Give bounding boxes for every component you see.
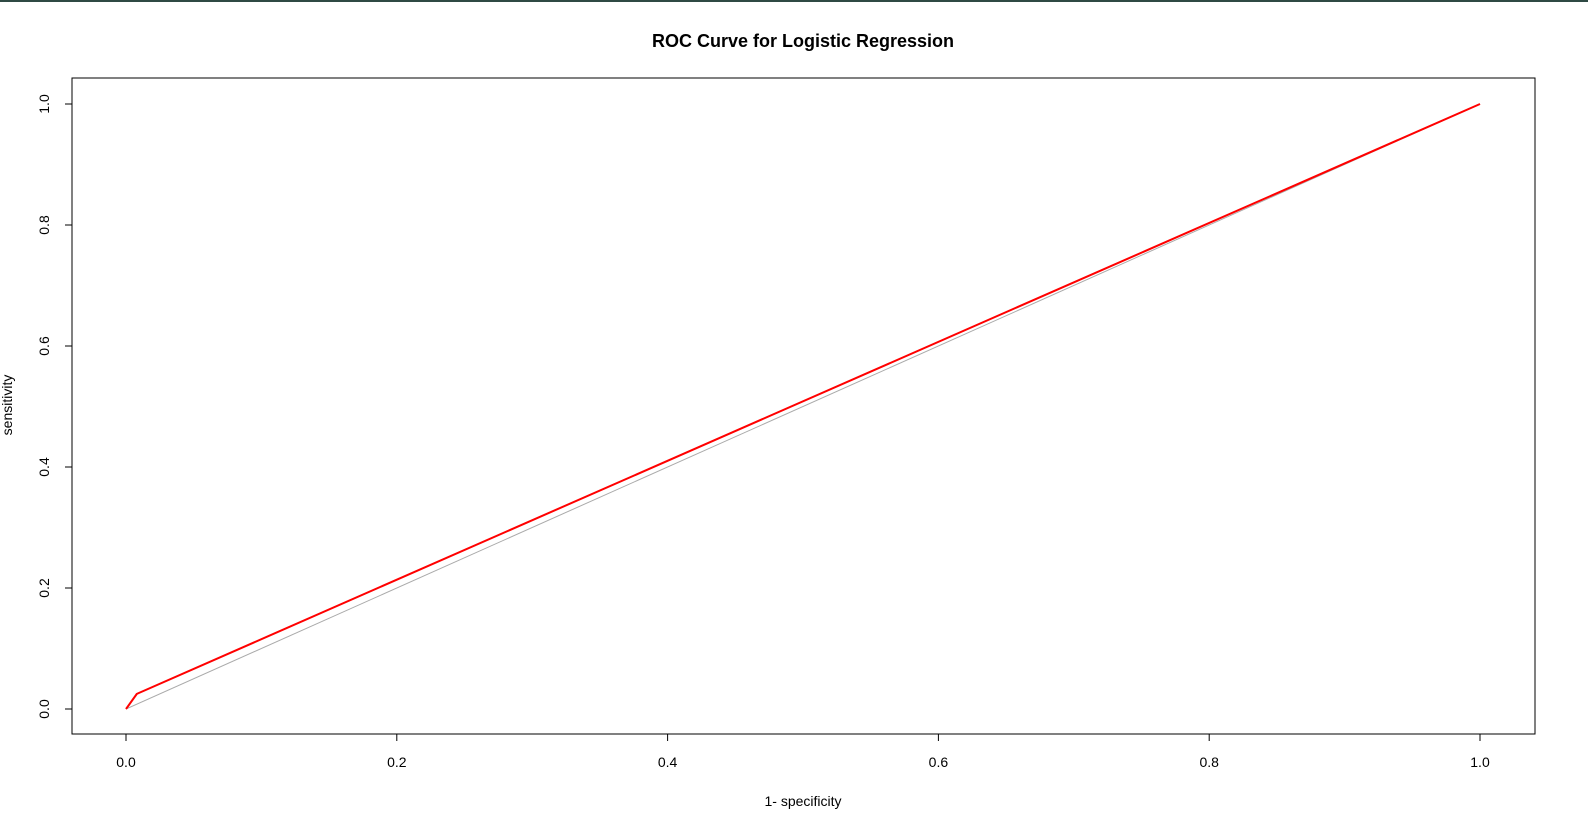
- x-tick-label: 0.0: [116, 754, 136, 770]
- reference-diagonal-line: [125, 103, 1481, 710]
- x-axis-title: 1- specificity: [764, 793, 841, 809]
- y-axis: 0.0 0.2 0.4 0.6 0.8 1.0: [36, 94, 73, 719]
- chart-title: ROC Curve for Logistic Regression: [652, 31, 954, 51]
- x-tick-label: 0.2: [387, 754, 407, 770]
- x-tick-label: 0.8: [1199, 754, 1219, 770]
- y-tick-label: 0.8: [36, 215, 52, 235]
- x-tick-label: 0.6: [929, 754, 949, 770]
- y-tick-label: 0.0: [36, 699, 52, 719]
- y-tick-label: 0.6: [36, 336, 52, 356]
- y-tick-label: 1.0: [36, 94, 52, 114]
- x-tick-label: 1.0: [1470, 754, 1490, 770]
- y-tick-label: 0.4: [36, 457, 52, 477]
- series-layer: [125, 103, 1481, 710]
- roc-curve-line: [125, 103, 1481, 710]
- y-tick-label: 0.2: [36, 578, 52, 598]
- x-tick-label: 0.4: [658, 754, 678, 770]
- y-axis-title: sensitivity: [0, 375, 15, 436]
- window-top-border: [0, 0, 1588, 2]
- x-axis: 0.0 0.2 0.4 0.6 0.8 1.0: [116, 733, 1490, 770]
